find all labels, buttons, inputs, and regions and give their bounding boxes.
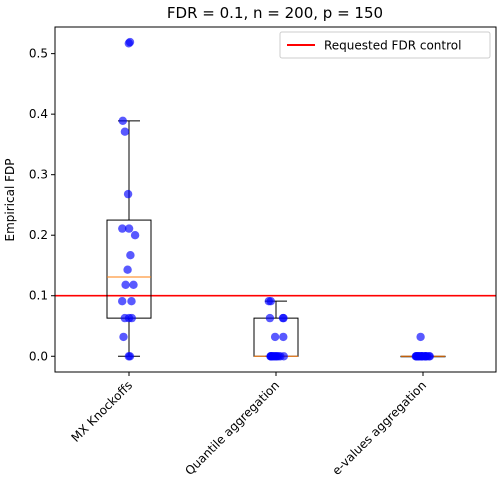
- data-point: [129, 280, 138, 289]
- data-point: [118, 224, 127, 233]
- data-point: [265, 313, 275, 323]
- data-point: [120, 127, 130, 136]
- data-point: [125, 37, 135, 47]
- data-point: [276, 352, 285, 361]
- data-point: [119, 332, 128, 342]
- x-tick-label: e-values aggregation: [330, 378, 430, 478]
- data-point: [118, 116, 128, 126]
- legend-label: Requested FDR control: [324, 39, 461, 53]
- plot-area: 0.0 0.1 0.2 0.3 0.4 0.5 MX Knockoffs Quantile a…: [29, 26, 497, 478]
- data-point: [121, 280, 130, 289]
- y-tick-label: 0.5: [29, 47, 48, 61]
- data-point: [127, 313, 136, 323]
- x-tick-label: Quantile aggregation: [182, 378, 282, 478]
- x-tick-label: MX Knockoffs: [69, 378, 136, 445]
- data-point: [126, 251, 135, 260]
- y-tick-label: 0.1: [29, 289, 48, 303]
- data-point: [124, 352, 133, 361]
- data-point: [421, 352, 430, 361]
- data-point: [123, 189, 133, 199]
- data-point: [279, 313, 288, 323]
- data-point: [266, 352, 275, 361]
- legend-frame: [279, 31, 491, 59]
- data-point: [416, 332, 425, 342]
- data-point: [279, 332, 288, 342]
- data-point: [264, 297, 273, 306]
- data-point: [270, 332, 280, 342]
- data-point: [123, 265, 132, 274]
- legend: Requested FDR control: [279, 31, 491, 59]
- data-point: [130, 231, 140, 240]
- data-point: [127, 297, 136, 306]
- chart-title: FDR = 0.1, n = 200, p = 150: [167, 4, 383, 22]
- y-tick-label: 0.3: [29, 168, 48, 182]
- data-point: [124, 224, 134, 233]
- y-tick-label: 0.2: [29, 228, 48, 242]
- y-tick-label: 0.0: [29, 349, 48, 363]
- axes-frame: [54, 26, 497, 373]
- y-axis-label: Empirical FDP: [3, 159, 17, 242]
- data-point: [411, 352, 420, 361]
- data-point: [120, 313, 129, 323]
- y-tick-label: 0.4: [29, 107, 48, 121]
- data-point: [118, 297, 127, 306]
